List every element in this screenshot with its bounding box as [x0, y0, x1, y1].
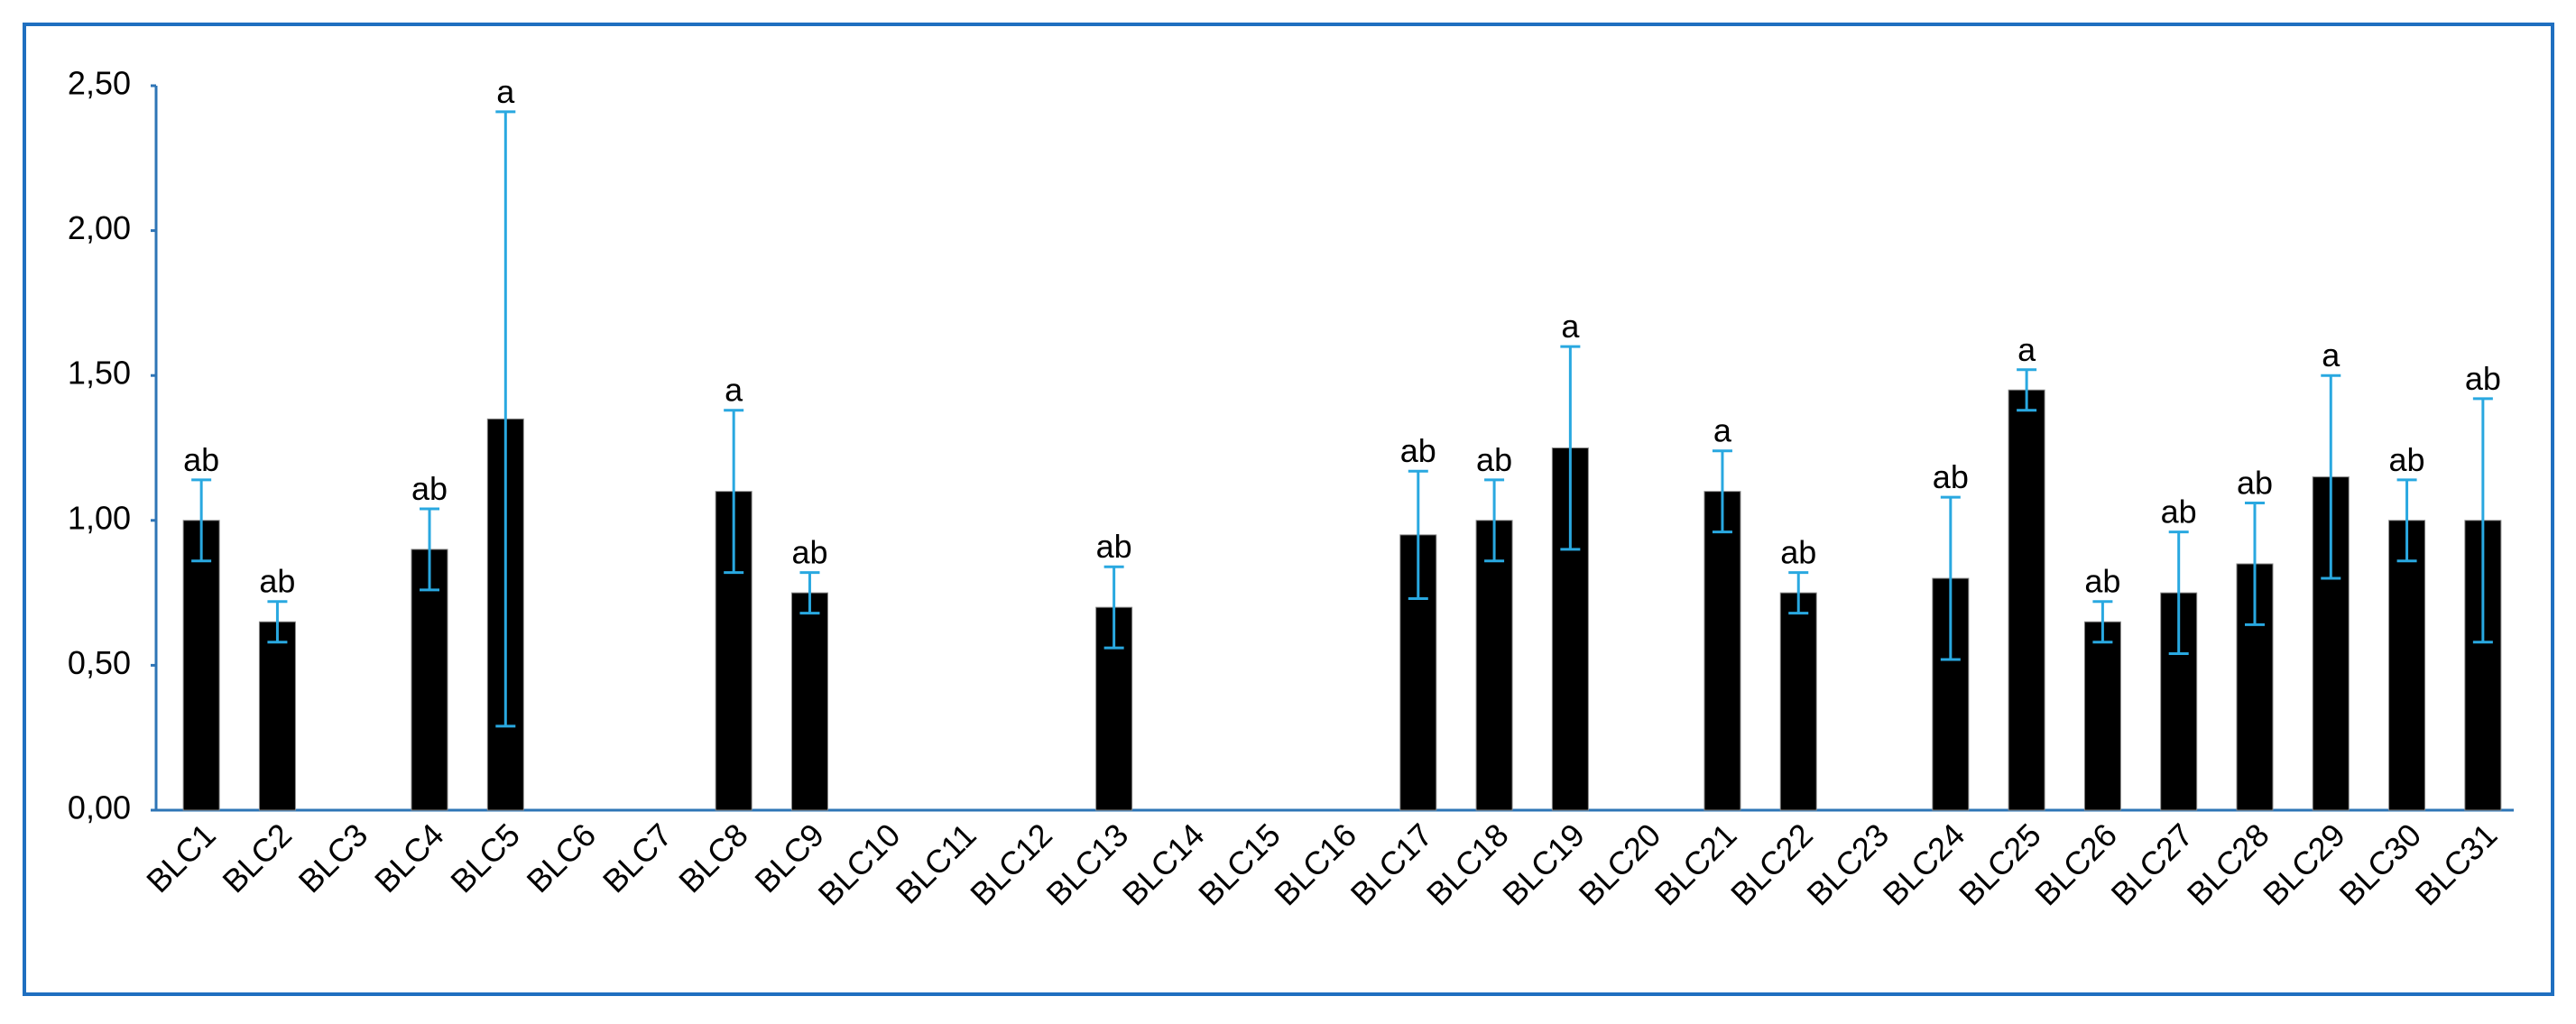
y-tick-label: 1,00 [68, 499, 131, 536]
significance-letter: ab [791, 534, 827, 571]
significance-letter: a [1713, 412, 1732, 449]
significance-letter: ab [1096, 528, 1132, 565]
bar [2388, 520, 2426, 811]
x-tick-label: BLC28 [2180, 816, 2276, 913]
x-tick-label: BLC15 [1191, 816, 1288, 913]
frame [23, 23, 2554, 996]
x-tick-label: BLC25 [1952, 816, 2048, 913]
x-tick-label: BLC20 [1571, 816, 1667, 913]
x-tick-label: BLC3 [291, 816, 375, 900]
significance-letter: ab [411, 470, 448, 507]
bar [411, 549, 448, 811]
y-tick-label: 1,50 [68, 355, 131, 392]
significance-letter: a [725, 372, 743, 409]
significance-letter: ab [1780, 534, 1816, 571]
x-tick-label: BLC27 [2104, 816, 2201, 913]
x-tick-label: BLC19 [1495, 816, 1592, 913]
bar [258, 621, 296, 811]
x-tick-label: BLC17 [1343, 816, 1440, 913]
x-tick-label: BLC18 [1419, 816, 1516, 913]
significance-letter: ab [1476, 441, 1512, 478]
significance-letter: a [496, 73, 515, 110]
x-tick-label: BLC5 [443, 816, 527, 900]
y-tick-label: 2,50 [68, 65, 131, 102]
significance-letter: ab [2084, 563, 2120, 600]
x-tick-label: BLC31 [2408, 816, 2505, 913]
bar [182, 520, 220, 811]
bar [790, 592, 828, 811]
x-tick-label: BLC23 [1799, 816, 1896, 913]
bar [2083, 621, 2121, 811]
significance-letter: ab [183, 441, 219, 478]
x-tick-label: BLC21 [1648, 816, 1744, 913]
significance-letter: ab [2161, 494, 2197, 530]
x-tick-label: BLC10 [811, 816, 908, 913]
x-tick-label: BLC8 [671, 816, 755, 900]
significance-letter: a [2017, 331, 2036, 368]
x-tick-label: BLC22 [1723, 816, 1820, 913]
bar [1703, 491, 1741, 811]
significance-letter: ab [2389, 441, 2425, 478]
x-tick-label: BLC12 [963, 816, 1059, 913]
x-tick-label: BLC7 [596, 816, 679, 900]
x-tick-label: BLC1 [139, 816, 223, 900]
x-tick-label: BLC29 [2256, 816, 2352, 913]
significance-letter: ab [1933, 458, 1969, 495]
x-tick-label: BLC26 [2027, 816, 2124, 913]
y-tick-label: 0,50 [68, 644, 131, 681]
y-tick-label: 0,00 [68, 789, 131, 826]
significance-letter: ab [2465, 360, 2501, 397]
y-tick-label: 2,00 [68, 209, 131, 246]
x-tick-label: BLC6 [520, 816, 604, 900]
x-tick-label: BLC24 [1876, 816, 1972, 913]
bar [1551, 447, 1589, 811]
significance-letter: a [1561, 308, 1580, 345]
significance-letter: ab [2237, 465, 2273, 502]
x-tick-label: BLC30 [2331, 816, 2428, 913]
x-tick-label: BLC16 [1267, 816, 1363, 913]
bar [1779, 592, 1817, 811]
x-tick-label: BLC4 [367, 816, 451, 900]
bar [1475, 520, 1513, 811]
x-tick-label: BLC14 [1115, 816, 1212, 913]
x-tick-label: BLC13 [1039, 816, 1135, 913]
bar [2008, 389, 2045, 811]
significance-letter: a [2322, 337, 2341, 374]
x-tick-label: BLC2 [215, 816, 299, 900]
x-tick-label: BLC11 [889, 816, 983, 911]
significance-letter: ab [259, 563, 295, 600]
significance-letter: ab [1400, 432, 1436, 469]
